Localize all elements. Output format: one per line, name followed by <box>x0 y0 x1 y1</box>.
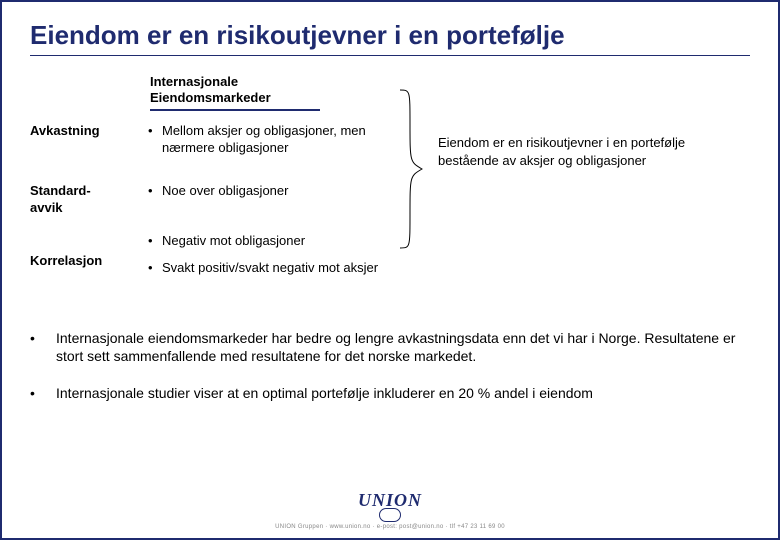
slide-frame: Eiendom er en risikoutjevner i en portef… <box>0 0 780 540</box>
subhead-line-1: Internasjonale <box>150 74 238 89</box>
page-title: Eiendom er en risikoutjevner i en portef… <box>30 20 750 51</box>
property-row-standardavvik: Standard- avvik • Noe over obligasjoner <box>30 183 390 217</box>
lower-bullet-list: • Internasjonale eiendomsmarkeder har be… <box>30 329 750 404</box>
content-area: Internasjonale Eiendomsmarkeder Avkastni… <box>30 74 750 303</box>
list-item: • Svakt positiv/svakt negativ mot aksjer <box>148 260 390 277</box>
row-label: Standard- avvik <box>30 183 148 217</box>
list-item: • Internasjonale eiendomsmarkeder har be… <box>30 329 750 367</box>
title-divider <box>30 55 750 56</box>
column-subhead: Internasjonale Eiendomsmarkeder <box>150 74 390 105</box>
subhead-line-2: Eiendomsmarkeder <box>150 90 271 105</box>
property-row-avkastning: Avkastning • Mellom aksjer og obligasjon… <box>30 123 390 167</box>
logo-mark-icon <box>379 508 401 522</box>
bullet-icon: • <box>148 233 162 250</box>
logo-text: UNION <box>358 490 422 510</box>
summary-text: Eiendom er en risikoutjevner i en portef… <box>438 135 685 168</box>
list-item: • Internasjonale studier viser at en opt… <box>30 384 750 403</box>
row-body: • Noe over obligasjoner <box>148 183 390 217</box>
bullet-icon: • <box>148 123 162 157</box>
row-body: • Mellom aksjer og obligasjoner, men nær… <box>148 123 390 167</box>
brace-column <box>390 74 430 303</box>
property-row-korrelasjon: Korrelasjon • Negativ mot obligasjoner •… <box>30 233 390 287</box>
bullet-text: Internasjonale eiendomsmarkeder har bedr… <box>56 329 750 367</box>
footer-fineprint: UNION Gruppen · www.union.no · e-post: p… <box>2 524 778 530</box>
row-body: • Negativ mot obligasjoner • Svakt posit… <box>148 233 390 287</box>
list-item: • Negativ mot obligasjoner <box>148 233 390 250</box>
bullet-text: Negativ mot obligasjoner <box>162 233 390 250</box>
left-column: Internasjonale Eiendomsmarkeder Avkastni… <box>30 74 390 303</box>
union-logo: UNION <box>2 492 778 524</box>
list-item: • Noe over obligasjoner <box>148 183 390 200</box>
bullet-icon: • <box>148 260 162 277</box>
row-label: Avkastning <box>30 123 148 167</box>
footer: UNION UNION Gruppen · www.union.no · e-p… <box>2 492 778 530</box>
bullet-icon: • <box>30 384 56 403</box>
bullet-icon: • <box>148 183 162 200</box>
right-column: Eiendom er en risikoutjevner i en portef… <box>430 74 750 303</box>
bullet-icon: • <box>30 329 56 367</box>
subhead-divider <box>150 109 320 111</box>
row-label: Korrelasjon <box>30 233 148 287</box>
bullet-text: Svakt positiv/svakt negativ mot aksjer <box>162 260 390 277</box>
bullet-text: Internasjonale studier viser at en optim… <box>56 384 750 403</box>
bullet-text: Noe over obligasjoner <box>162 183 390 200</box>
curly-brace-icon <box>396 84 426 254</box>
list-item: • Mellom aksjer og obligasjoner, men nær… <box>148 123 390 157</box>
bullet-text: Mellom aksjer og obligasjoner, men nærme… <box>162 123 390 157</box>
